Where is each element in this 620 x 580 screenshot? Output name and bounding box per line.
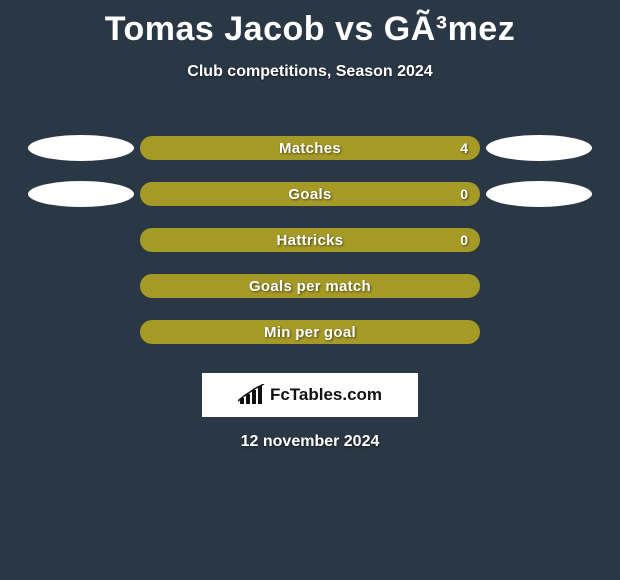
stat-label: Goals per match	[249, 278, 371, 295]
date-text: 12 november 2024	[0, 433, 620, 451]
stat-label: Matches	[279, 140, 341, 157]
stat-row: Matches 4	[0, 125, 620, 171]
stat-label: Goals	[288, 186, 331, 203]
stat-bar: Min per goal	[140, 320, 480, 344]
logo-text: FcTables.com	[270, 385, 382, 405]
stat-bar: Goals per match	[140, 274, 480, 298]
logo-chart-icon	[238, 384, 266, 406]
logo-box: FcTables.com	[202, 373, 418, 417]
stat-row: Hattricks 0	[0, 217, 620, 263]
stat-rows: Matches 4 Goals 0 Hattricks 0 Goals per match M…	[0, 125, 620, 355]
stat-row: Min per goal	[0, 309, 620, 355]
stat-label: Min per goal	[264, 324, 356, 341]
stat-row: Goals 0	[0, 171, 620, 217]
stat-bar: Matches 4	[140, 136, 480, 160]
subtitle: Club competitions, Season 2024	[0, 63, 620, 81]
stat-value: 0	[460, 232, 468, 248]
stat-bar: Goals 0	[140, 182, 480, 206]
page-title: Tomas Jacob vs GÃ³mez	[0, 0, 620, 49]
right-ellipse	[486, 181, 592, 207]
stat-row: Goals per match	[0, 263, 620, 309]
stat-bar: Hattricks 0	[140, 228, 480, 252]
left-ellipse	[28, 135, 134, 161]
stat-value: 4	[460, 140, 468, 156]
stat-label: Hattricks	[277, 232, 344, 249]
right-ellipse	[486, 135, 592, 161]
stat-value: 0	[460, 186, 468, 202]
left-ellipse	[28, 181, 134, 207]
